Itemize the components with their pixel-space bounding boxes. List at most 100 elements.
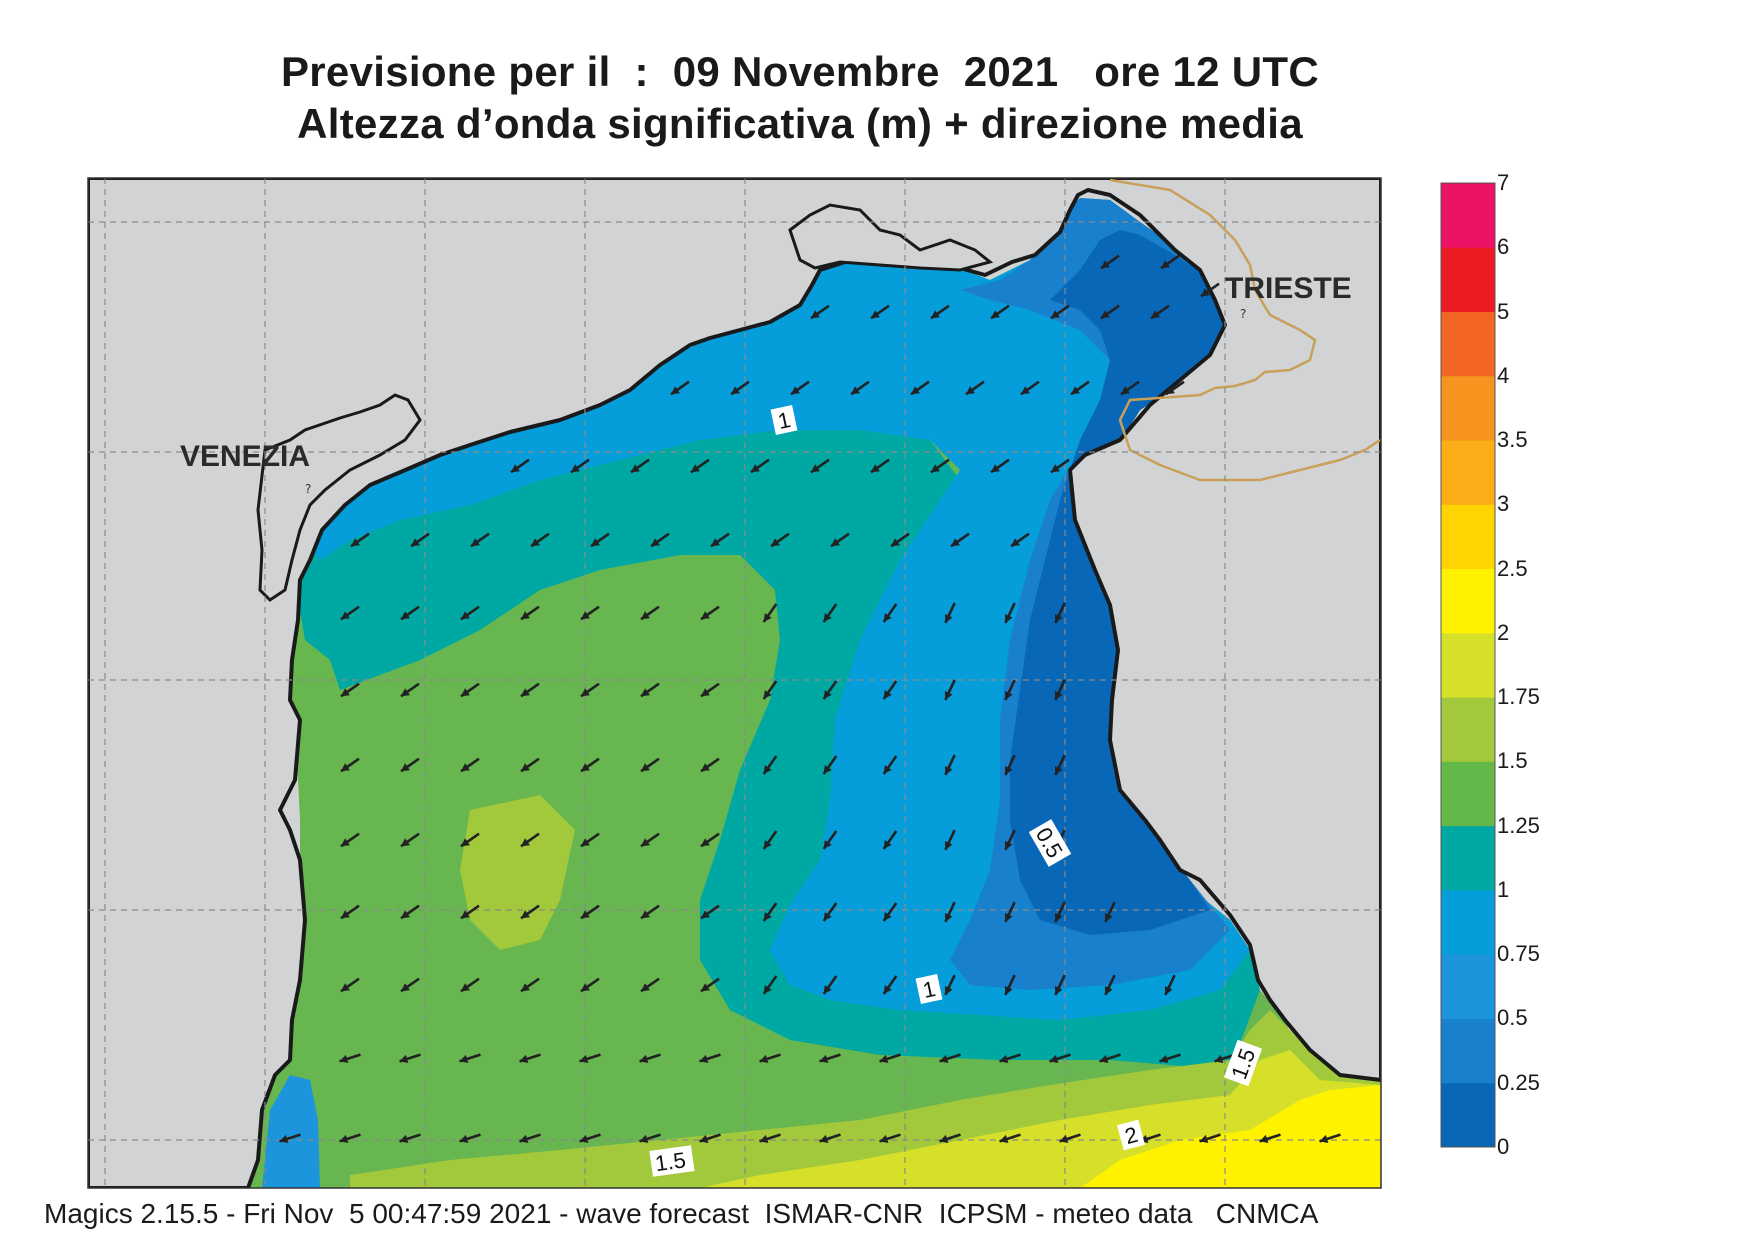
wave-direction-arrowhead	[400, 838, 410, 847]
wave-direction-arrowhead	[1100, 260, 1110, 269]
wave-direction-arrowhead	[640, 983, 650, 992]
wave-direction-arrowhead	[520, 983, 530, 992]
wave-direction-arrowhead	[883, 613, 892, 623]
colorbar-label: 0.75	[1497, 941, 1540, 967]
wave-direction-arrowhead	[1020, 386, 1030, 395]
wave-direction-arrowhead	[1004, 690, 1013, 700]
colorbar-swatch	[1441, 889, 1495, 955]
wave-direction-arrowhead	[823, 985, 832, 995]
wave-direction-arrowhead	[579, 1134, 589, 1143]
venezia-marker-icon: ?	[305, 482, 311, 496]
wave-direction-arrowhead	[579, 1054, 589, 1063]
wave-direction-arrowhead	[850, 386, 860, 395]
lagoon-blue	[262, 1075, 320, 1188]
wave-direction-arrowhead	[944, 840, 953, 850]
wave-direction-arrowhead	[640, 763, 650, 772]
wave-direction-arrowhead	[350, 538, 360, 547]
wave-direction-arrowhead	[339, 1134, 349, 1143]
wave-direction-arrowhead	[1120, 386, 1130, 395]
wave-direction-arrowhead	[879, 1054, 889, 1063]
wave-direction-arrowhead	[823, 840, 832, 850]
wave-direction-arrowhead	[519, 1054, 529, 1063]
wave-direction-arrowhead	[823, 613, 832, 623]
wave-direction-arrowhead	[400, 688, 410, 697]
wave-direction-arrowhead	[460, 983, 470, 992]
wave-direction-arrowhead	[400, 983, 410, 992]
wave-direction-arrowhead	[750, 464, 760, 473]
wave-direction-arrowhead	[520, 838, 530, 847]
wave-direction-arrowhead	[580, 763, 590, 772]
wave-direction-arrowhead	[879, 1134, 889, 1143]
colorbar-label: 1	[1497, 876, 1510, 902]
graticule	[88, 178, 1381, 1188]
wave-direction-arrowhead	[1004, 985, 1013, 995]
colorbar-swatch	[1441, 825, 1495, 891]
map-frame	[87, 177, 1382, 1189]
wave-direction-arrowhead	[1010, 538, 1020, 547]
wave-direction-arrowhead	[990, 310, 1000, 319]
wave-direction-arrowhead	[819, 1134, 829, 1143]
colorbar-label: 3.5	[1497, 427, 1528, 453]
wave-direction-arrowhead	[459, 1134, 469, 1143]
wave-direction-arrowhead	[930, 310, 940, 319]
colorbar-swatch	[1441, 311, 1495, 377]
wave-direction-arrowhead	[340, 838, 350, 847]
colorbar-swatch	[1441, 761, 1495, 827]
colorbar-swatch	[1441, 440, 1495, 505]
colorbar-label: 6	[1497, 234, 1510, 260]
wave-direction-arrowhead	[700, 983, 710, 992]
wave-direction-arrowhead	[399, 1134, 409, 1143]
wave-direction-arrowhead	[399, 1054, 409, 1063]
wave-direction-arrowhead	[930, 464, 940, 473]
wave-direction-arrowhead	[763, 613, 772, 623]
wave-direction-arrowhead	[1050, 310, 1060, 319]
wave-direction-arrowhead	[400, 910, 410, 919]
colorbar-label: 3	[1497, 491, 1510, 517]
wave-direction-arrowhead	[460, 763, 470, 772]
svg-text:1: 1	[776, 407, 793, 434]
border-line	[1109, 178, 1381, 482]
colorbar-label: 0.25	[1497, 1069, 1540, 1095]
wave-direction-arrowhead	[340, 611, 350, 620]
colorbar-label: 5	[1497, 298, 1510, 324]
wave-direction-arrowhead	[1214, 1054, 1224, 1063]
wave-direction-arrowhead	[690, 464, 700, 473]
wave-direction-arrowhead	[520, 688, 530, 697]
wave-direction-arrowhead	[939, 1134, 949, 1143]
colorbar-label: 0	[1497, 1134, 1510, 1159]
city-label-venezia: VENEZIA	[180, 440, 310, 473]
wave-direction-arrowhead	[339, 1054, 349, 1063]
wave-direction-arrowhead	[1004, 613, 1013, 623]
wave-direction-arrowhead	[990, 464, 1000, 473]
wave-direction-arrowhead	[910, 386, 920, 395]
wave-direction-arrowhead	[340, 983, 350, 992]
wave-direction-arrowhead	[763, 912, 772, 922]
colorbar-swatch	[1441, 568, 1495, 634]
colorbar	[1440, 182, 1496, 1148]
city-label-trieste: TRIESTE	[1225, 272, 1352, 305]
wave-direction-arrowhead	[770, 538, 780, 547]
wave-direction-arrowhead	[763, 840, 772, 850]
wave-direction-arrowhead	[1054, 765, 1063, 775]
wave-direction-arrowhead	[460, 910, 470, 919]
wave-direction-arrowhead	[1319, 1134, 1329, 1143]
colorbar-swatch	[1441, 954, 1495, 1019]
colorbar-swatch	[1441, 247, 1495, 313]
colorbar-label: 4	[1497, 362, 1510, 388]
wave-direction-arrowhead	[883, 765, 892, 775]
wave-direction-arrowhead	[630, 464, 640, 473]
venice-lagoon	[256, 393, 422, 602]
wave-direction-arrowhead	[830, 538, 840, 547]
wave-direction-arrowhead	[1054, 613, 1063, 623]
direction-arrows	[279, 254, 1341, 1143]
svg-text:1: 1	[921, 976, 938, 1003]
footer-credits: Magics 2.15.5 - Fri Nov 5 00:47:59 2021 …	[44, 1198, 1319, 1229]
wave-direction-arrowhead	[763, 985, 772, 995]
wave-direction-arrowhead	[883, 985, 892, 995]
wave-direction-arrowhead	[1165, 386, 1175, 395]
wave-direction-arrowhead	[650, 538, 660, 547]
wave-direction-arrowhead	[699, 1054, 709, 1063]
colorbar-label: 2.5	[1497, 555, 1528, 581]
wave-direction-arrowhead	[730, 386, 740, 395]
wave-direction-arrowhead	[520, 763, 530, 772]
